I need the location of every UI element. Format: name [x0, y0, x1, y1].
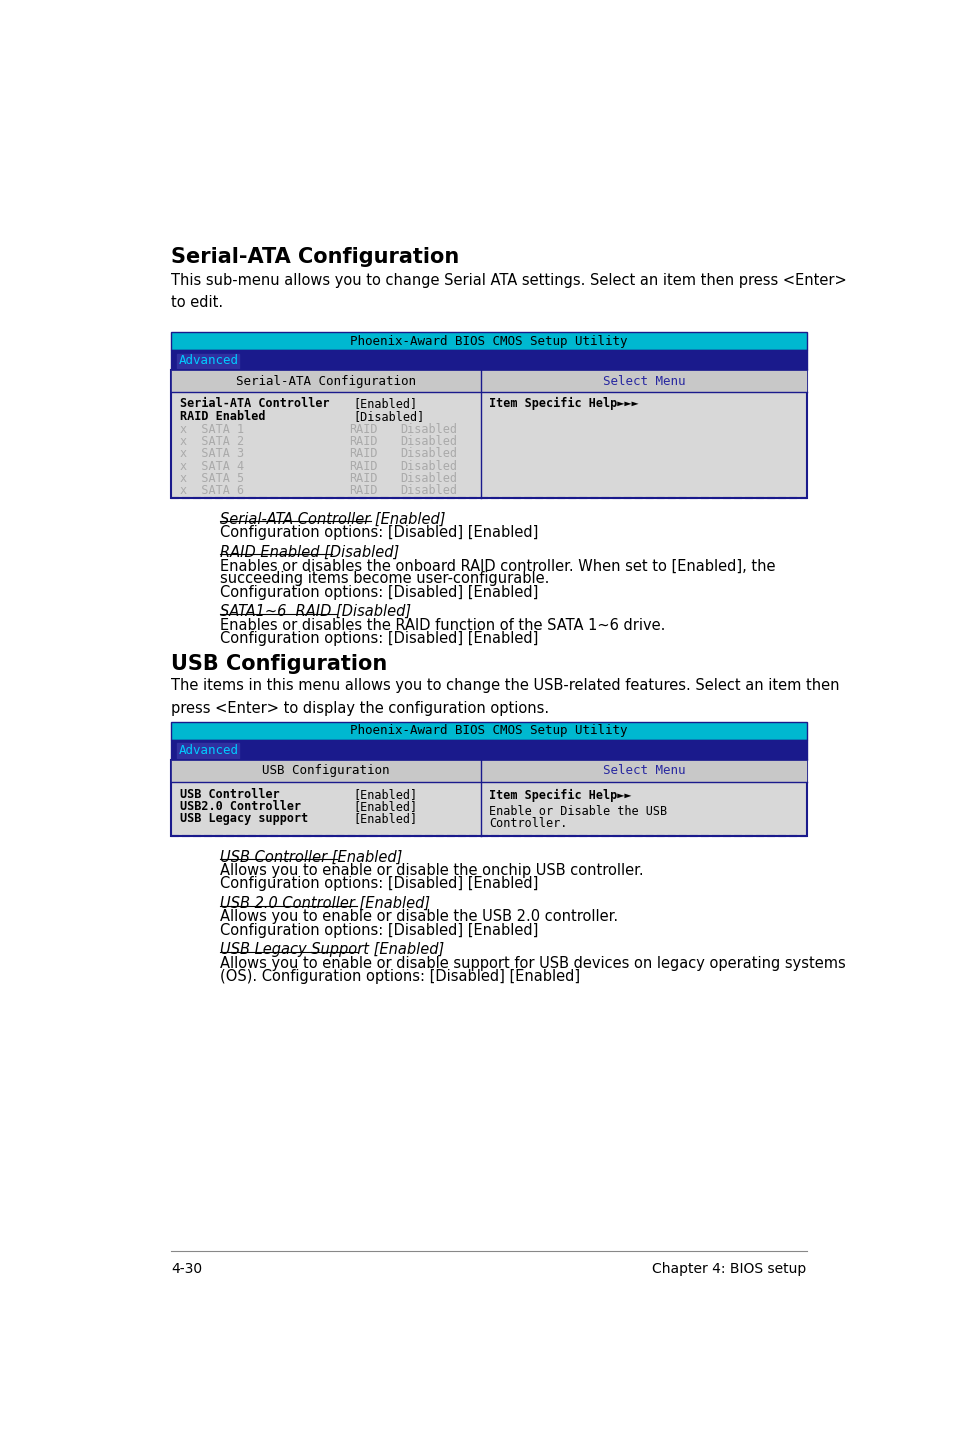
Text: USB Legacy support: USB Legacy support	[180, 812, 309, 825]
Text: USB 2.0 Controller [Enabled]: USB 2.0 Controller [Enabled]	[220, 896, 430, 910]
Text: Phoenix-Award BIOS CMOS Setup Utility: Phoenix-Award BIOS CMOS Setup Utility	[350, 725, 627, 738]
Text: RAID: RAID	[349, 423, 377, 436]
Text: RAID Enabled: RAID Enabled	[180, 410, 266, 423]
Text: Enable or Disable the USB: Enable or Disable the USB	[488, 805, 666, 818]
Text: Enables or disables the RAID function of the SATA 1~6 drive.: Enables or disables the RAID function of…	[220, 617, 664, 633]
Text: Chapter 4: BIOS setup: Chapter 4: BIOS setup	[652, 1263, 806, 1276]
Text: Configuration options: [Disabled] [Enabled]: Configuration options: [Disabled] [Enabl…	[220, 631, 537, 646]
Text: RAID Enabled [Disabled]: RAID Enabled [Disabled]	[220, 545, 399, 559]
Text: Allows you to enable or disable support for USB devices on legacy operating syst: Allows you to enable or disable support …	[220, 956, 845, 971]
Text: Allows you to enable or disable the onchip USB controller.: Allows you to enable or disable the onch…	[220, 863, 643, 879]
Text: Configuration options: [Disabled] [Enabled]: Configuration options: [Disabled] [Enabl…	[220, 584, 537, 600]
Text: Serial-ATA Configuration: Serial-ATA Configuration	[171, 247, 459, 267]
Text: Disabled: Disabled	[399, 485, 456, 498]
Bar	[177, 743, 239, 761]
Text: Item Specific Help►►: Item Specific Help►►	[488, 789, 631, 802]
Text: Enables or disables the onboard RAID controller. When set to [Enabled], the: Enables or disables the onboard RAID con…	[220, 558, 775, 574]
Text: [Disabled]: [Disabled]	[353, 410, 424, 423]
Text: [Enabled]: [Enabled]	[353, 812, 417, 825]
Text: Advanced: Advanced	[178, 743, 238, 756]
Text: USB Controller [Enabled]: USB Controller [Enabled]	[220, 850, 402, 864]
Bar	[171, 761, 806, 835]
Text: x  SATA 3: x SATA 3	[180, 447, 244, 460]
Bar	[177, 354, 239, 371]
Text: Select Menu: Select Menu	[602, 375, 684, 388]
Text: RAID: RAID	[349, 485, 377, 498]
Text: RAID: RAID	[349, 472, 377, 485]
Text: The items in this menu allows you to change the USB-related features. Select an : The items in this menu allows you to cha…	[171, 679, 839, 716]
Text: Controller.: Controller.	[488, 817, 567, 830]
Text: [Enabled]: [Enabled]	[353, 788, 417, 801]
Text: RAID: RAID	[349, 460, 377, 473]
Text: Disabled: Disabled	[399, 447, 456, 460]
Text: Phoenix-Award BIOS CMOS Setup Utility: Phoenix-Award BIOS CMOS Setup Utility	[350, 335, 627, 348]
Text: RAID: RAID	[349, 436, 377, 449]
Bar	[171, 351, 806, 371]
Text: Serial-ATA Controller [Enabled]: Serial-ATA Controller [Enabled]	[220, 512, 445, 526]
Bar	[171, 741, 806, 761]
Text: succeeding items become user-configurable.: succeeding items become user-configurabl…	[220, 571, 549, 587]
Text: Advanced: Advanced	[178, 354, 238, 367]
Text: (OS). Configuration options: [Disabled] [Enabled]: (OS). Configuration options: [Disabled] …	[220, 969, 579, 984]
Text: USB Configuration: USB Configuration	[262, 765, 390, 778]
Text: USB Legacy Support [Enabled]: USB Legacy Support [Enabled]	[220, 942, 444, 956]
Bar	[171, 371, 806, 393]
Text: 4-30: 4-30	[171, 1263, 202, 1276]
Text: Item Specific Help►►►: Item Specific Help►►►	[488, 397, 638, 410]
Text: Disabled: Disabled	[399, 472, 456, 485]
Text: SATA1~6  RAID [Disabled]: SATA1~6 RAID [Disabled]	[220, 604, 411, 618]
Bar	[171, 332, 806, 351]
Text: Select Menu: Select Menu	[602, 765, 684, 778]
Text: Disabled: Disabled	[399, 460, 456, 473]
Text: Allows you to enable or disable the USB 2.0 controller.: Allows you to enable or disable the USB …	[220, 909, 618, 925]
Text: Disabled: Disabled	[399, 423, 456, 436]
Text: Serial-ATA Controller: Serial-ATA Controller	[180, 397, 330, 410]
Text: USB2.0 Controller: USB2.0 Controller	[180, 800, 301, 812]
Text: x  SATA 4: x SATA 4	[180, 460, 244, 473]
Text: Configuration options: [Disabled] [Enabled]: Configuration options: [Disabled] [Enabl…	[220, 525, 537, 541]
Text: x  SATA 2: x SATA 2	[180, 436, 244, 449]
Bar	[171, 371, 806, 498]
Text: [Enabled]: [Enabled]	[353, 397, 417, 410]
Text: Disabled: Disabled	[399, 436, 456, 449]
Text: This sub-menu allows you to change Serial ATA settings. Select an item then pres: This sub-menu allows you to change Seria…	[171, 273, 846, 309]
Text: x  SATA 1: x SATA 1	[180, 423, 244, 436]
Bar	[171, 761, 806, 782]
Bar	[171, 722, 806, 741]
Text: x  SATA 6: x SATA 6	[180, 485, 244, 498]
Text: Configuration options: [Disabled] [Enabled]: Configuration options: [Disabled] [Enabl…	[220, 876, 537, 892]
Text: RAID: RAID	[349, 447, 377, 460]
Text: Configuration options: [Disabled] [Enabled]: Configuration options: [Disabled] [Enabl…	[220, 923, 537, 938]
Text: USB Configuration: USB Configuration	[171, 654, 387, 674]
Text: x  SATA 5: x SATA 5	[180, 472, 244, 485]
Text: USB Controller: USB Controller	[180, 788, 280, 801]
Text: Serial-ATA Configuration: Serial-ATA Configuration	[236, 375, 416, 388]
Text: [Enabled]: [Enabled]	[353, 800, 417, 812]
